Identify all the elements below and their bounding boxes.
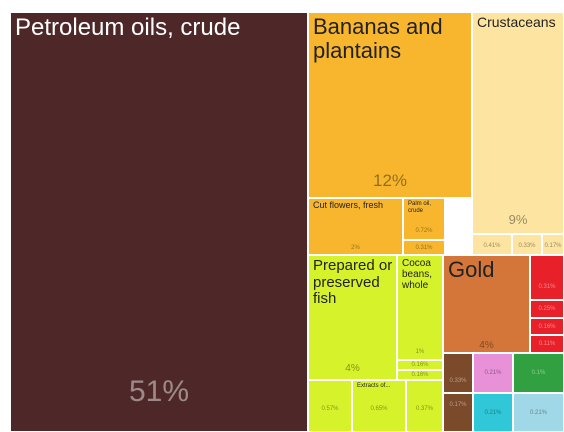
tile: 0.41% <box>472 234 512 255</box>
value-label: 4% <box>479 340 494 352</box>
value-label: 12% <box>372 170 408 190</box>
tile: 0.21% <box>473 353 513 393</box>
value-label: 9% <box>508 211 528 227</box>
value-label: 0.21% <box>484 370 502 376</box>
tile: 0.16% <box>397 370 443 380</box>
tile-label: Crustaceans <box>477 14 556 30</box>
tile: 0.1% <box>513 353 564 393</box>
tile: 0.33% <box>512 234 542 255</box>
value-label: 4% <box>345 362 360 374</box>
tile: 0.16% <box>530 318 564 335</box>
value-label: 0.25% <box>538 306 556 312</box>
tile-label: Cocoa beans, whole <box>402 258 433 291</box>
tile-label: Petroleum oils, crude <box>15 14 241 41</box>
value-label: 0.72% <box>415 227 433 234</box>
tile: Palm oil, crude 0.72% <box>403 198 445 240</box>
tile: 0.37% <box>406 380 443 432</box>
tile: Crustaceans 9% <box>472 12 564 234</box>
tile-label: Bananas and plantains <box>313 14 443 64</box>
value-label: 0.57% <box>321 405 339 412</box>
tile: Prepared or preserved fish 4% <box>308 255 397 380</box>
value-label: 0.21% <box>529 409 547 416</box>
value-label: 0.17% <box>544 242 562 249</box>
value-label: 0.21% <box>484 409 502 416</box>
value-label: 1% <box>415 348 425 355</box>
value-label: 0.33% <box>449 378 467 384</box>
tile: Gold 4% <box>443 255 530 353</box>
tile: Cut flowers, fresh 2% <box>308 198 403 255</box>
tile: 0.33% <box>443 353 473 393</box>
value-label: 0.65% <box>370 405 388 412</box>
tile: 0.31% <box>403 240 445 255</box>
value-label: 0.17% <box>449 401 467 408</box>
value-label: 0.16% <box>538 323 556 330</box>
tile: 0.16% <box>397 360 443 370</box>
tile-label: Gold <box>448 257 495 282</box>
tile: 0.57% <box>308 380 352 432</box>
value-label: 2% <box>351 245 360 252</box>
tile: 0.25% <box>530 300 564 318</box>
tile: 0.21% <box>473 393 513 432</box>
tile: 0.11% <box>530 335 564 353</box>
value-label: 0.1% <box>531 370 546 376</box>
value-label: 0.16% <box>411 372 429 378</box>
value-label: 0.41% <box>483 242 501 249</box>
value-label: 0.33% <box>518 242 536 249</box>
tile: 0.17% <box>443 393 473 432</box>
tile: Bananas and plantains 12% <box>308 12 472 198</box>
tile: Petroleum oils, crude 51% <box>10 12 308 432</box>
value-label: 0.16% <box>411 362 429 368</box>
tile: Extracts of... 0.65% <box>352 380 406 432</box>
value-label: 51% <box>128 375 190 408</box>
value-label: 0.31% <box>415 245 433 252</box>
tile: 0.21% <box>513 393 564 432</box>
value-label: 0.11% <box>538 341 556 347</box>
tile-label: Extracts of... <box>357 383 391 389</box>
tile-label: Palm oil, crude <box>408 201 432 214</box>
tile: Cocoa beans, whole 1% <box>397 255 443 360</box>
value-label: 0.37% <box>415 405 433 412</box>
tile: 0.31% <box>530 255 564 300</box>
tile: 0.17% <box>542 234 564 255</box>
value-label: 0.31% <box>538 283 556 290</box>
tile-label: Prepared or preserved fish <box>313 257 393 307</box>
tile-label: Cut flowers, fresh <box>313 200 384 210</box>
